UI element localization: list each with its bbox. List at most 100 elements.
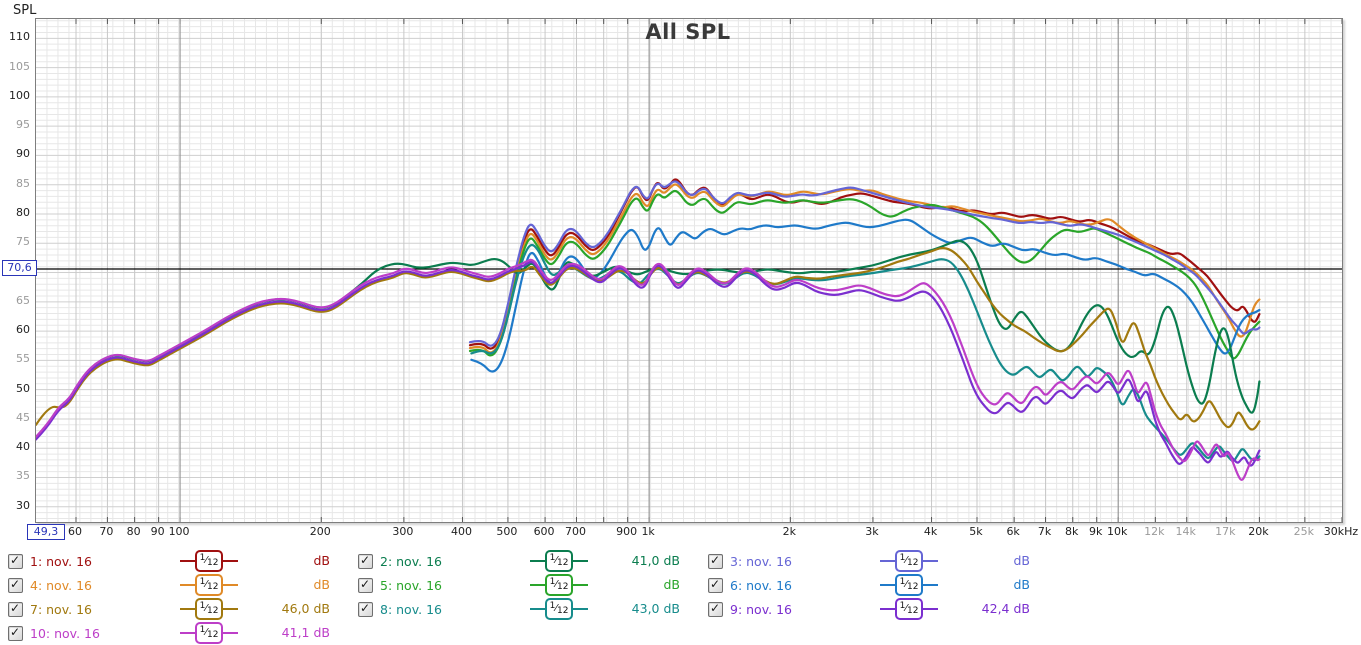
measurement-checkbox-1[interactable]: ✓: [8, 552, 23, 569]
y-tick-label: 30: [16, 498, 30, 512]
y-tick-label: 85: [16, 176, 30, 190]
measurement-checkbox-8[interactable]: ✓: [358, 600, 373, 617]
smoothing-value: 1⁄12: [894, 574, 924, 596]
x-tick-label: 80: [126, 525, 141, 538]
checkmark-icon: ✓: [710, 600, 721, 615]
measurement-checkbox-9[interactable]: ✓: [708, 600, 723, 617]
spl-plot-canvas: [36, 19, 1342, 522]
trace-line-sample: [573, 584, 589, 586]
measurement-checkbox-6[interactable]: ✓: [708, 576, 723, 593]
checkmark-icon: ✓: [710, 576, 721, 591]
measurement-label-8[interactable]: 8: nov. 16: [380, 601, 442, 617]
trace-line-sample: [573, 608, 589, 610]
measurement-label-5[interactable]: 5: nov. 16: [380, 577, 442, 593]
legend-row-7: ✓ 7: nov. 16: [8, 599, 110, 619]
x-tick-label: 9k: [1089, 525, 1103, 538]
y-axis-title: SPL: [13, 3, 37, 18]
measurement-label-7[interactable]: 7: nov. 16: [30, 601, 92, 617]
y-tick-label: 45: [16, 410, 30, 424]
smoothing-badge-3[interactable]: 1⁄12: [880, 550, 939, 572]
x-tick-label: 400: [450, 525, 472, 538]
smoothing-badge-2[interactable]: 1⁄12: [530, 550, 589, 572]
y-tick-label: 75: [16, 235, 30, 249]
measurement-label-4[interactable]: 4: nov. 16: [30, 577, 92, 593]
measurement-label-6[interactable]: 6: nov. 16: [730, 577, 792, 593]
y-tick-label: 60: [16, 323, 30, 337]
smoothing-badge-7[interactable]: 1⁄12: [180, 598, 239, 620]
smoothing-badge-8[interactable]: 1⁄12: [530, 598, 589, 620]
trace-line-sample: [180, 632, 195, 634]
x-tick-label: 200: [309, 525, 331, 538]
smoothing-badge-9[interactable]: 1⁄12: [880, 598, 939, 620]
smoothing-badge-10[interactable]: 1⁄12: [180, 622, 239, 644]
smoothing-badge-1[interactable]: 1⁄12: [180, 550, 239, 572]
spl-curve-5: [468, 189, 1261, 360]
measurement-level-10: 41,1 dB: [281, 625, 330, 640]
smoothing-badge-6[interactable]: 1⁄12: [880, 574, 939, 596]
trace-line-sample: [223, 560, 239, 562]
checkmark-icon: ✓: [10, 600, 21, 615]
measurement-level-6: dB: [1013, 577, 1030, 592]
trace-line-sample: [880, 584, 895, 586]
y-tick-label: 95: [16, 118, 30, 132]
trace-line-sample: [530, 608, 545, 610]
trace-line-sample: [530, 560, 545, 562]
measurement-level-1: dB: [313, 553, 330, 568]
legend-row-5: ✓ 5: nov. 16: [358, 575, 460, 595]
smoothing-value: 1⁄12: [194, 622, 224, 644]
checkmark-icon: ✓: [10, 576, 21, 591]
legend-row-6: ✓ 6: nov. 16: [708, 575, 810, 595]
checkmark-icon: ✓: [360, 552, 371, 567]
measurement-checkbox-3[interactable]: ✓: [708, 552, 723, 569]
measurement-checkbox-4[interactable]: ✓: [8, 576, 23, 593]
legend-row-2: ✓ 2: nov. 16: [358, 551, 460, 571]
measurement-checkbox-5[interactable]: ✓: [358, 577, 373, 593]
legend-row-10: ✓ 10: nov. 16: [8, 623, 110, 643]
cursor-freq-readout: 49,3: [27, 524, 65, 540]
checkmark-icon: ✓: [360, 600, 371, 615]
x-tick-label: 700: [564, 525, 586, 538]
trace-line-sample: [223, 584, 239, 586]
measurement-level-7: 46,0 dB: [281, 601, 330, 616]
checkmark-icon: ✓: [10, 552, 21, 567]
x-tick-label: 2k: [782, 525, 797, 538]
smoothing-value: 1⁄12: [194, 574, 224, 596]
measurement-level-3: dB: [1013, 553, 1030, 568]
smoothing-value: 1⁄12: [194, 598, 224, 620]
checkmark-icon: ✓: [710, 552, 721, 567]
x-tick-label: 300: [392, 525, 414, 538]
x-tick-label: 7k: [1037, 525, 1052, 538]
y-tick-label: 105: [9, 59, 30, 73]
x-tick-label: 30kHz: [1323, 525, 1359, 538]
measurement-label-1[interactable]: 1: nov. 16: [30, 553, 92, 569]
spl-curve-10: [36, 258, 1261, 481]
cursor-spl-readout: 70,6: [2, 260, 37, 277]
x-tick-label: 3k: [865, 525, 879, 538]
spl-curve-3: [468, 180, 1261, 347]
trace-line-sample: [573, 560, 589, 562]
spl-plot-area[interactable]: [35, 18, 1343, 523]
smoothing-badge-5[interactable]: 1⁄12: [530, 574, 589, 596]
legend-row-1: ✓ 1: nov. 16: [8, 551, 110, 571]
x-tick-label: 10k: [1107, 525, 1128, 538]
trace-line-sample: [880, 608, 895, 610]
trace-line-sample: [880, 560, 895, 562]
x-tick-label: 60: [68, 525, 82, 538]
x-tick-label: 8k: [1065, 525, 1079, 538]
measurement-checkbox-10[interactable]: ✓: [8, 625, 23, 641]
y-tick-label: 55: [16, 352, 30, 366]
measurement-label-9[interactable]: 9: nov. 16: [730, 601, 792, 617]
x-tick-label: 70: [99, 525, 114, 538]
spl-curve-4: [468, 183, 1261, 354]
x-tick-label: 1k: [641, 525, 655, 538]
legend-row-9: ✓ 9: nov. 16: [708, 599, 810, 619]
smoothing-value: 1⁄12: [894, 550, 924, 572]
measurement-checkbox-7[interactable]: ✓: [8, 600, 23, 617]
measurement-label-2[interactable]: 2: nov. 16: [380, 553, 442, 569]
measurement-label-10[interactable]: 10: nov. 16: [30, 625, 100, 641]
measurement-checkbox-2[interactable]: ✓: [358, 552, 373, 569]
measurement-label-3[interactable]: 3: nov. 16: [730, 553, 792, 569]
legend-row-3: ✓ 3: nov. 16: [708, 551, 810, 571]
spl-curve-1: [468, 178, 1261, 350]
smoothing-badge-4[interactable]: 1⁄12: [180, 574, 239, 596]
